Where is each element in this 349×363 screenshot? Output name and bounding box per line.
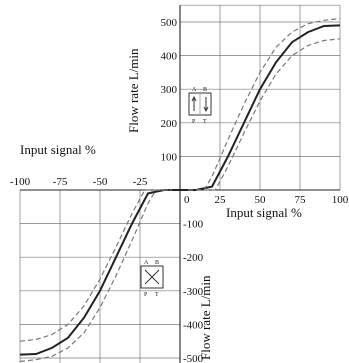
- valve-port-a: A: [144, 260, 149, 266]
- valve-port-b: B: [155, 260, 159, 266]
- series-line-solid: [19, 24, 341, 356]
- y-tick-label: -500: [183, 353, 204, 363]
- y-axis-label-top: Flow rate L/min: [126, 48, 141, 133]
- valve-port-t: T: [155, 292, 159, 298]
- y-tick-label: 300: [161, 84, 178, 96]
- axes: [20, 5, 340, 363]
- x-axis-label-left: Input signal %: [20, 142, 96, 157]
- x-tick-label: 50: [255, 194, 267, 206]
- x-axis-label-right: Input signal %: [226, 205, 302, 220]
- valve-port-b: B: [203, 87, 207, 93]
- y-tick-label: 200: [161, 118, 178, 130]
- y-tick-label: -100: [183, 219, 204, 231]
- y-tick-label: 100: [161, 151, 178, 163]
- y-tick-label: -200: [183, 252, 204, 264]
- x-tick-label: 75: [295, 194, 307, 206]
- tick-labels: -100 -75 -50 -25 0 25 50 75 100 500 400 300 200 100 -1…: [10, 17, 349, 363]
- x-tick-label: -50: [93, 176, 108, 188]
- x-tick-label: 100: [332, 194, 349, 206]
- x-tick-label: -100: [10, 176, 31, 188]
- series-line-dashed: [188, 18, 341, 191]
- y-axis-label-bottom: Flow rate L/min: [198, 275, 213, 360]
- x-tick-label: -25: [133, 176, 148, 188]
- valve-symbol-bottom: A B P T: [140, 260, 164, 298]
- valve-symbol-top: A B P T: [188, 87, 212, 125]
- series-line-dashed: [19, 189, 172, 342]
- valve-port-p: P: [144, 292, 148, 298]
- y-tick-label: -400: [183, 319, 204, 331]
- x-tick-label: 0: [184, 194, 190, 206]
- series-lines: [19, 18, 341, 362]
- y-tick-label: 500: [161, 17, 178, 29]
- valve-port-p: P: [192, 119, 196, 125]
- x-tick-label: 25: [215, 194, 227, 206]
- valve-port-t: T: [203, 119, 207, 125]
- valve-port-a: A: [192, 87, 197, 93]
- x-tick-label: -75: [53, 176, 68, 188]
- y-tick-label: 400: [161, 51, 178, 63]
- y-tick-label: -300: [183, 286, 204, 298]
- series-line-dashed: [188, 38, 341, 191]
